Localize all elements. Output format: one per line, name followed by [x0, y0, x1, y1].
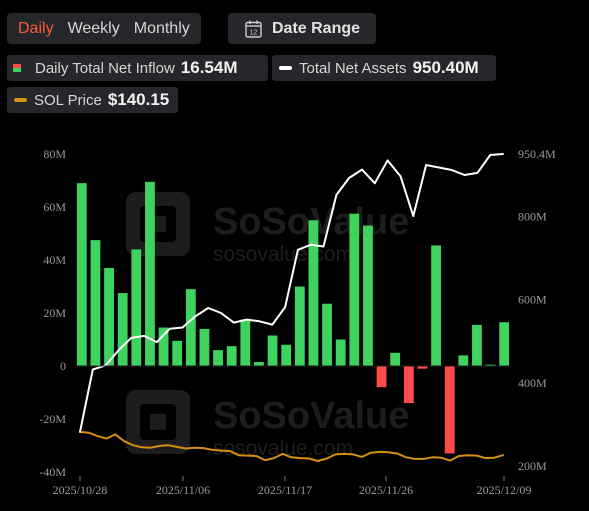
right-tick-label: 950.4M [518, 147, 556, 161]
inflow-bar [376, 366, 387, 388]
inflow-bar [499, 322, 510, 366]
period-tabs: Daily Weekly Monthly [7, 13, 201, 44]
x-tick-label: 2025/11/26 [359, 483, 413, 497]
inflow-bar [254, 362, 264, 366]
inflow-bar [349, 213, 360, 366]
watermark-brand-bottom: SoSoValue [213, 395, 409, 437]
inflow-bar [172, 340, 183, 366]
right-tick-label: 600M [518, 293, 547, 307]
inflow-bar [226, 346, 237, 366]
legend-inflow-value: 16.54M [180, 58, 238, 77]
inflow-bar [158, 327, 169, 366]
date-range-label: Date Range [272, 19, 361, 37]
inflow-bar [308, 220, 319, 366]
x-tick-label: 2025/10/28 [53, 483, 108, 497]
tab-weekly[interactable]: Weekly [67, 20, 120, 37]
sol-price-line [79, 430, 504, 462]
left-tick-label: 40M [43, 253, 66, 267]
date-range-button[interactable]: 12 Date Range [228, 13, 376, 44]
legend-inflow[interactable]: Daily Total Net Inflow 16.54M [7, 55, 268, 81]
inflow-bar [90, 240, 101, 366]
legend-assets-value: 950.40M [412, 58, 479, 77]
tab-daily[interactable]: Daily [18, 20, 54, 37]
inflow-bar [403, 366, 414, 404]
legend-price[interactable]: SOL Price $140.15 [7, 87, 178, 113]
x-tick-label: 2025/11/17 [258, 483, 312, 497]
calendar-icon: 12 [245, 20, 262, 38]
legend-price-value: $140.15 [107, 90, 170, 109]
x-axis: 2025/10/28 2025/11/06 2025/11/17 2025/11/26… [53, 476, 532, 497]
watermark-url-bottom: sosovalue.com [213, 437, 353, 460]
lines [79, 153, 504, 462]
inflow-bar [431, 245, 441, 366]
svg-text:12: 12 [250, 29, 258, 36]
left-tick-label: 80M [43, 147, 66, 161]
inflow-bar [281, 344, 292, 366]
total-net-assets-line [79, 153, 504, 433]
inflow-bar [472, 324, 482, 366]
inflow-bar [417, 366, 428, 369]
inflow-bar [185, 289, 196, 366]
inflow-bar [322, 303, 332, 366]
x-tick-label: 2025/12/09 [477, 483, 532, 497]
inflow-bar [444, 366, 455, 454]
left-tick-label: 0 [60, 359, 66, 373]
tab-monthly[interactable]: Monthly [133, 20, 190, 37]
inflow-bars [76, 181, 510, 454]
watermark-url-top: sosovalue.com [213, 243, 353, 266]
inflow-bar [485, 364, 496, 366]
right-axis: 950.4M 800M 600M 400M 200M [518, 147, 556, 473]
assets-swatch [279, 66, 292, 70]
inflow-bar [131, 249, 142, 366]
legend-price-label: SOL Price [34, 91, 102, 109]
right-tick-label: 800M [518, 210, 547, 224]
inflow-bar [267, 335, 278, 366]
left-tick-label: -20M [39, 412, 66, 426]
left-axis: 80M 60M 40M 20M 0 -20M -40M [39, 147, 511, 479]
inflow-bar [458, 355, 469, 366]
left-tick-label: -40M [39, 465, 66, 479]
price-swatch [14, 98, 27, 102]
inflow-bar [240, 319, 251, 366]
inflow-bar [213, 350, 223, 366]
legend-inflow-label: Daily Total Net Inflow [35, 59, 175, 77]
watermark-logo-top [126, 192, 190, 256]
left-tick-label: 20M [43, 306, 66, 320]
watermark-logo-bottom [126, 390, 190, 454]
inflow-bar [390, 352, 401, 366]
legend-assets-label: Total Net Assets [299, 59, 407, 77]
inflow-bar [199, 328, 210, 366]
inflow-bar [294, 286, 305, 366]
left-tick-label: 60M [43, 200, 66, 214]
right-tick-label: 200M [518, 459, 547, 473]
x-tick-label: 2025/11/06 [156, 483, 210, 497]
inflow-bar [104, 267, 114, 366]
inflow-bar [363, 225, 373, 366]
inflow-bar [335, 339, 346, 366]
inflow-bar [117, 293, 128, 366]
inflow-swatch [13, 64, 21, 72]
legend-assets[interactable]: Total Net Assets 950.40M [272, 55, 496, 81]
inflow-bar [76, 183, 87, 366]
inflow-bar [145, 181, 155, 366]
right-tick-label: 400M [518, 376, 547, 390]
watermark: SoSoValue sosovalue.com SoSoValue sosova… [126, 192, 409, 460]
